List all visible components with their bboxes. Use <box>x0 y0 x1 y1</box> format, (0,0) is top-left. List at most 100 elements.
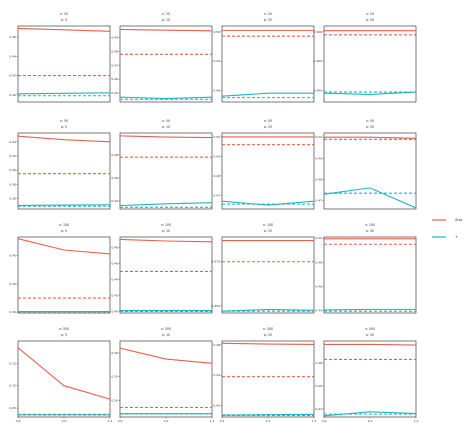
panel-3: n: 20 p: 25 0.48 0.49 0.50 <box>213 12 315 103</box>
panel-5: n: 50 p: 5 0.36 0.38 0.40 0.42 0.44 <box>9 119 111 210</box>
y-tick-label: 0.450 <box>211 304 220 308</box>
panel-row-title: n: 20 <box>162 12 170 16</box>
panel-frame <box>323 340 417 418</box>
y-tick-label: 0.44 <box>111 277 118 281</box>
series-line-plus-solid <box>119 202 213 207</box>
y-tick-label: 0.36 <box>9 196 16 200</box>
panel-14: n: 500 p: 10 0.30 0.35 0.40 0.9 1.0 1.1 <box>111 327 214 423</box>
series-line-stat-solid <box>119 238 213 243</box>
y-tick-label: 0.40 <box>9 93 16 97</box>
y-tick-label: 0.49 <box>213 154 220 158</box>
y-tick-label: 0.46 <box>111 77 118 81</box>
x-tick-label: 0.9 <box>322 419 327 423</box>
series-line-stat-solid <box>119 347 213 364</box>
panel-frame <box>17 236 111 314</box>
y-tick-label: 0.475 <box>211 260 220 264</box>
legend-label: + <box>455 235 458 239</box>
panel-1: n: 20 p: 5 0.40 0.42 0.44 0.46 <box>9 12 111 103</box>
series-line-stat-solid <box>17 135 111 143</box>
x-tick-label: 1.0 <box>164 419 169 423</box>
y-tick-label: 0.35 <box>111 375 118 379</box>
series-line-plus-solid <box>221 200 315 206</box>
x-tick-label: 1.1 <box>414 419 419 423</box>
panel-frame <box>17 132 111 210</box>
x-tick-label: 1.0 <box>62 419 67 423</box>
series-line-plus-solid <box>323 187 417 209</box>
panel-frame <box>221 25 315 103</box>
series-line-stat-solid <box>119 135 213 139</box>
y-tick-label: 0.40 <box>9 168 16 172</box>
panel-row-title: n: 100 <box>161 223 171 227</box>
legend-entry-1: Stat <box>432 218 463 222</box>
y-tick-label: 0.50 <box>213 135 220 139</box>
y-tick-label: 0.44 <box>9 140 16 144</box>
panel-frame <box>221 236 315 314</box>
panel-title: p: 5 <box>61 333 67 337</box>
series-line-plus-solid <box>17 204 111 207</box>
y-tick-label: 0.50 <box>315 236 322 240</box>
y-tick-label: 0.38 <box>9 182 16 186</box>
panel-title: p: 25 <box>264 125 272 129</box>
series-line-plus-solid <box>323 308 416 311</box>
y-tick-label: 0.48 <box>213 343 220 347</box>
y-tick-label: 0.48 <box>111 153 118 157</box>
panel-row-title: n: 500 <box>263 327 273 331</box>
panel-row-title: n: 500 <box>59 327 69 331</box>
y-tick-label: 0.46 <box>9 35 16 39</box>
legend: Stat + <box>432 218 463 239</box>
series-line-plus-solid <box>119 96 213 100</box>
x-tick-label: 1.0 <box>266 419 271 423</box>
panel-12: n: 100 p: 50 0.44 0.46 0.48 0.50 <box>315 223 417 314</box>
y-tick-label: 0.47 <box>315 199 322 203</box>
series-line-plus-solid <box>323 91 417 95</box>
y-tick-label: 0.05 <box>9 406 16 410</box>
y-tick-label: 0.48 <box>111 245 118 249</box>
x-tick-label: 1.0 <box>368 419 373 423</box>
y-tick-label: 0.48 <box>213 88 220 92</box>
y-tick-label: 0.45 <box>111 91 118 95</box>
y-tick-label: 0.47 <box>111 63 118 67</box>
panel-frame <box>119 132 213 210</box>
panel-frame <box>323 236 417 314</box>
y-tick-label: 0.44 <box>315 309 322 313</box>
panel-6: n: 50 p: 10 0.44 0.46 0.48 <box>111 119 213 210</box>
y-tick-label: 0.44 <box>315 407 322 411</box>
panel-frame <box>221 132 315 210</box>
x-tick-label: 1.1 <box>312 419 317 423</box>
legend-label: Stat <box>455 218 463 222</box>
series-line-stat-solid <box>17 347 111 400</box>
x-tick-label: 0.9 <box>220 419 225 423</box>
panel-title: p: 5 <box>61 229 67 233</box>
panel-10: n: 100 p: 10 0.40 0.42 0.44 0.46 0.48 <box>111 223 213 313</box>
y-tick-label: 0.495 <box>313 59 322 63</box>
y-tick-label: 0.35 <box>9 282 16 286</box>
legend-entry-2: + <box>432 235 458 239</box>
y-tick-label: 0.42 <box>9 74 16 78</box>
panel-title: p: 25 <box>264 229 272 233</box>
panel-title: p: 5 <box>61 18 67 22</box>
panel-2: n: 20 p: 10 0.45 0.46 0.47 0.48 0.49 <box>111 12 213 103</box>
panel-frame <box>323 132 417 210</box>
x-tick-label: 0.9 <box>16 419 21 423</box>
panel-7: n: 50 p: 25 0.47 0.48 0.49 0.50 <box>213 119 315 210</box>
panel-row-title: n: 500 <box>365 327 375 331</box>
panel-row-title: n: 500 <box>161 327 171 331</box>
y-tick-label: 0.44 <box>111 199 118 203</box>
x-tick-label: 1.1 <box>108 419 113 423</box>
panel-title: p: 25 <box>264 333 272 337</box>
series-line-stat-solid <box>119 28 213 32</box>
y-tick-label: 0.46 <box>315 384 322 388</box>
y-tick-label: 0.42 <box>9 154 16 158</box>
y-tick-label: 0.40 <box>9 254 16 258</box>
y-tick-label: 0.46 <box>315 284 322 288</box>
y-tick-label: 0.40 <box>111 351 118 355</box>
panel-8: n: 50 p: 50 0.47 0.48 0.49 0.50 <box>315 119 417 210</box>
y-tick-label: 0.48 <box>213 174 220 178</box>
series-line-plus-solid <box>17 92 111 95</box>
panel-frame <box>17 25 111 103</box>
y-tick-label: 0.48 <box>315 177 322 181</box>
series-line-plus-solid <box>221 92 314 97</box>
panel-title: p: 50 <box>366 125 374 129</box>
panel-title: p: 10 <box>162 333 170 337</box>
